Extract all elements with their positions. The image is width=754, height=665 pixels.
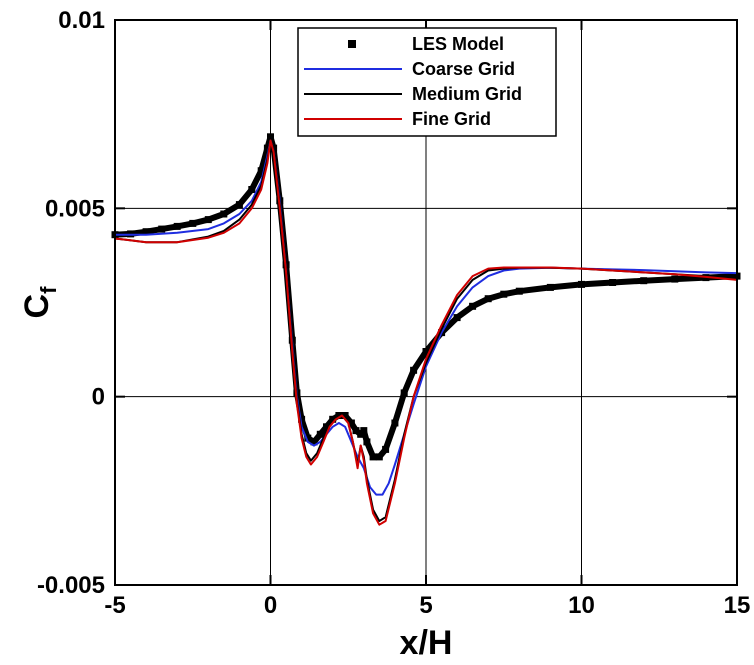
les-model-marker — [352, 427, 360, 435]
les-model-marker — [304, 434, 312, 442]
les-model-marker — [235, 201, 243, 209]
les-model-marker — [382, 445, 390, 453]
les-model-marker — [410, 366, 418, 374]
legend: LES Model Coarse Grid Medium Grid Fine Grid — [297, 27, 557, 137]
les-model-marker — [578, 280, 585, 288]
legend-entry: LES Model — [348, 34, 504, 54]
les-model-marker — [453, 314, 461, 322]
legend-label: Coarse Grid — [412, 59, 515, 79]
les-model-marker — [363, 438, 371, 446]
y-axis-title: Cf — [18, 286, 61, 319]
series-layer — [111, 133, 741, 526]
les-model-marker — [671, 275, 679, 283]
les-model-marker — [391, 419, 399, 427]
legend-label: LES Model — [412, 34, 504, 54]
legend-entry: Fine Grid — [304, 109, 491, 129]
y-tick-label: -0.005 — [37, 572, 105, 599]
les-model-marker — [189, 219, 197, 227]
x-tick-label: -5 — [104, 592, 125, 619]
y-axis-title-subscript: f — [36, 286, 61, 294]
axis-ticks: -5 0 5 10 15 -0.005 0 0.005 0.01 — [37, 7, 750, 619]
x-axis-title: x/H — [400, 624, 453, 662]
les-model-marker — [310, 438, 318, 446]
les-model-marker — [323, 423, 330, 431]
les-model-marker — [248, 186, 256, 193]
legend-label: Fine Grid — [412, 109, 491, 129]
legend-entry: Coarse Grid — [304, 59, 515, 79]
legend-label: Medium Grid — [412, 84, 522, 104]
les-model-marker — [515, 287, 523, 295]
les-model-marker — [173, 222, 181, 230]
les-model-marker — [422, 348, 430, 355]
legend-entry: Medium Grid — [304, 84, 522, 104]
les-model-marker — [267, 133, 274, 141]
les-model-marker — [609, 279, 617, 286]
series-fine-grid — [114, 139, 738, 526]
les-model-marker — [257, 167, 265, 175]
les-model-marker — [142, 228, 150, 236]
les-model-marker — [469, 302, 477, 310]
les-model-marker — [298, 415, 306, 423]
les-model-marker — [360, 427, 368, 435]
x-tick-label: 10 — [568, 592, 595, 619]
les-model-marker — [316, 430, 324, 438]
les-model-marker — [347, 419, 355, 427]
series-line — [114, 139, 738, 526]
les-model-marker — [357, 430, 365, 438]
les-model-marker — [204, 216, 212, 224]
legend-marker — [348, 40, 356, 48]
x-tick-label: 0 — [264, 592, 277, 619]
y-axis-title-main: C — [18, 294, 56, 319]
les-model-marker — [341, 412, 349, 419]
les-model-marker — [369, 453, 377, 461]
y-tick-label: 0 — [92, 384, 105, 411]
x-tick-label: 15 — [724, 592, 751, 619]
les-model-marker — [640, 277, 648, 285]
y-tick-label: 0.005 — [45, 195, 105, 222]
les-model-marker — [220, 210, 228, 218]
les-model-marker — [484, 295, 492, 303]
les-model-marker — [500, 290, 508, 298]
les-model-marker — [263, 144, 271, 152]
les-model-marker — [375, 453, 383, 461]
les-model-marker — [400, 389, 408, 397]
y-tick-label: 0.01 — [58, 7, 105, 34]
x-tick-label: 5 — [419, 592, 432, 619]
les-model-marker — [546, 283, 554, 291]
les-model-marker — [158, 225, 166, 233]
